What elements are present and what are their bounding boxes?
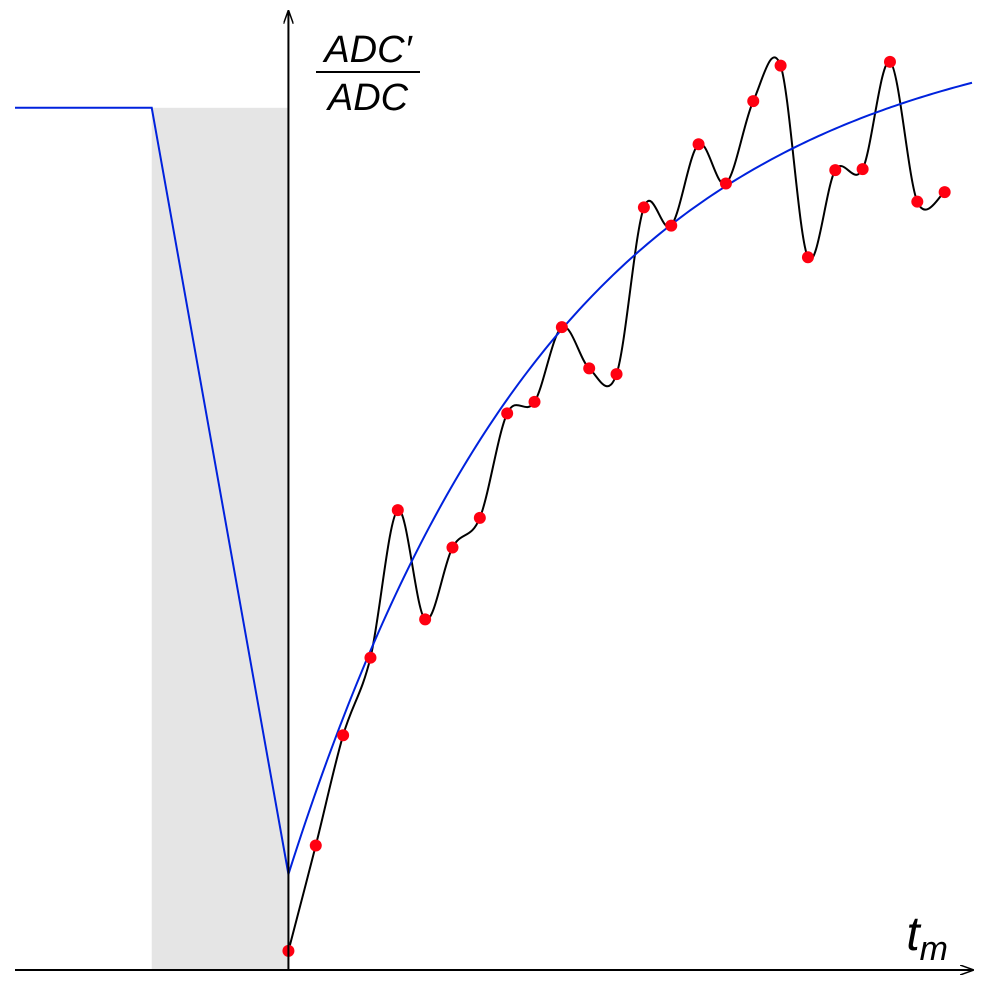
measured-point (419, 613, 432, 626)
y-axis-label-numerator: ADC′ (322, 29, 413, 71)
measured-point (309, 839, 322, 852)
model-curve (15, 81, 973, 876)
measured-point (801, 251, 814, 264)
measured-point (528, 395, 541, 408)
measured-point (364, 651, 377, 664)
measured-point (637, 201, 650, 214)
measured-point (665, 219, 678, 232)
measured-point (774, 59, 787, 72)
svg-text:tm: tm (906, 908, 948, 968)
measured-points (282, 55, 951, 957)
x-axis-label: tm (906, 908, 948, 968)
measured-point (719, 177, 732, 190)
measured-point (446, 541, 459, 554)
measured-point (911, 195, 924, 208)
measured-point (473, 511, 486, 524)
y-axis-label: ADC′ ADC (316, 29, 420, 119)
x-axis-label-subscript: m (920, 930, 948, 968)
measured-point (610, 368, 623, 381)
measured-point (692, 138, 705, 151)
measured-point (501, 407, 514, 420)
measured-point (856, 163, 869, 176)
measured-series-line (287, 56, 946, 952)
y-axis-label-denominator: ADC (326, 77, 409, 119)
measured-point (337, 729, 350, 742)
shaded-region (151, 107, 289, 971)
measured-point (747, 95, 760, 108)
measured-point (583, 362, 596, 375)
measured-point (938, 186, 951, 199)
x-axis-label-main: t (906, 908, 921, 961)
measured-point (883, 55, 896, 68)
measured-point (555, 321, 568, 334)
measured-point (391, 504, 404, 517)
measured-point (829, 164, 842, 177)
